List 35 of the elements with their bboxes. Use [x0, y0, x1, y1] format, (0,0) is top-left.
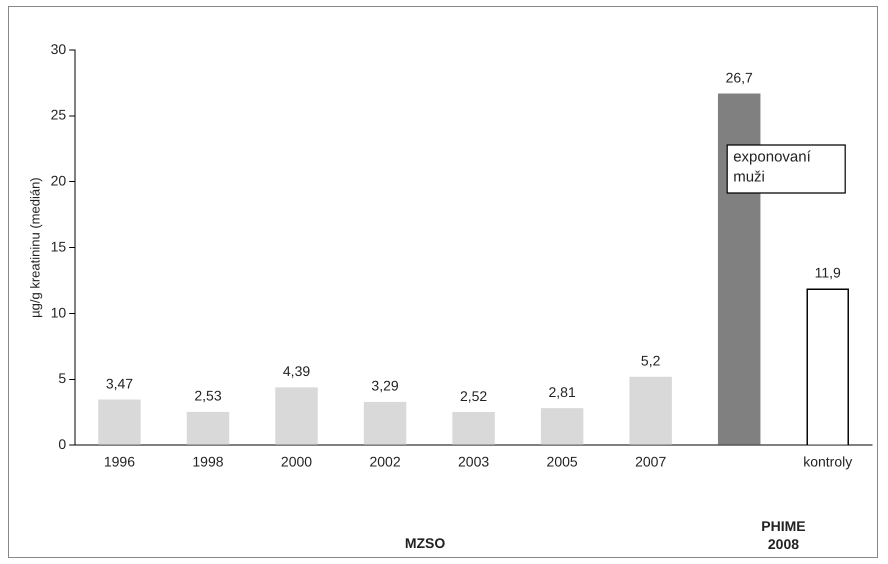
data-label: 3,29 [371, 378, 399, 394]
x-tick-label: 2005 [546, 453, 578, 470]
bar [275, 387, 318, 445]
x-tick-label: 2003 [458, 453, 490, 470]
data-label: 3,47 [106, 375, 134, 392]
bar [186, 412, 230, 445]
text: PHIME 2008 [761, 518, 806, 552]
data-label: 11,9 [814, 264, 842, 280]
data-label: 2,81 [548, 384, 576, 400]
y-tick-label: 0 [58, 436, 66, 452]
data-label: 4,39 [282, 363, 310, 380]
bar [452, 412, 495, 445]
text: MZSO [404, 534, 446, 551]
y-tick-label: 25 [50, 106, 66, 123]
data-label: 26,7 [726, 69, 754, 86]
y-tick-label: 20 [50, 172, 66, 189]
annotation: exponovaní muži [733, 148, 812, 186]
x-tick-label: 2002 [369, 453, 401, 470]
y-tick-label: 30 [50, 40, 66, 57]
x-tick-label: 1998 [192, 453, 224, 470]
x-tick-label: 2007 [635, 453, 666, 470]
bar [540, 408, 584, 445]
x-tick-label: 2000 [280, 453, 312, 470]
data-label: 2,52 [460, 388, 488, 404]
data-label: 2,53 [194, 388, 222, 404]
x-tick-label: 1996 [104, 453, 136, 470]
bar [364, 402, 406, 445]
data-label: 5,2 [640, 352, 661, 369]
bar [98, 399, 141, 445]
y-tick-label: 5 [58, 370, 66, 386]
bar [629, 376, 672, 445]
y-tick-label: 15 [50, 238, 66, 254]
y-axis-title: µg/g kreatininu (medián) [27, 177, 42, 318]
y-tick-label: 10 [50, 304, 66, 320]
x-tick-label: kontroly [803, 453, 852, 470]
